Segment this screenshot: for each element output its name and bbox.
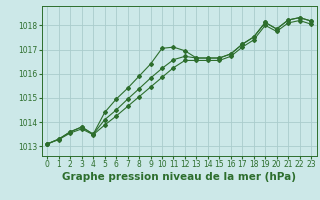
X-axis label: Graphe pression niveau de la mer (hPa): Graphe pression niveau de la mer (hPa) — [62, 172, 296, 182]
